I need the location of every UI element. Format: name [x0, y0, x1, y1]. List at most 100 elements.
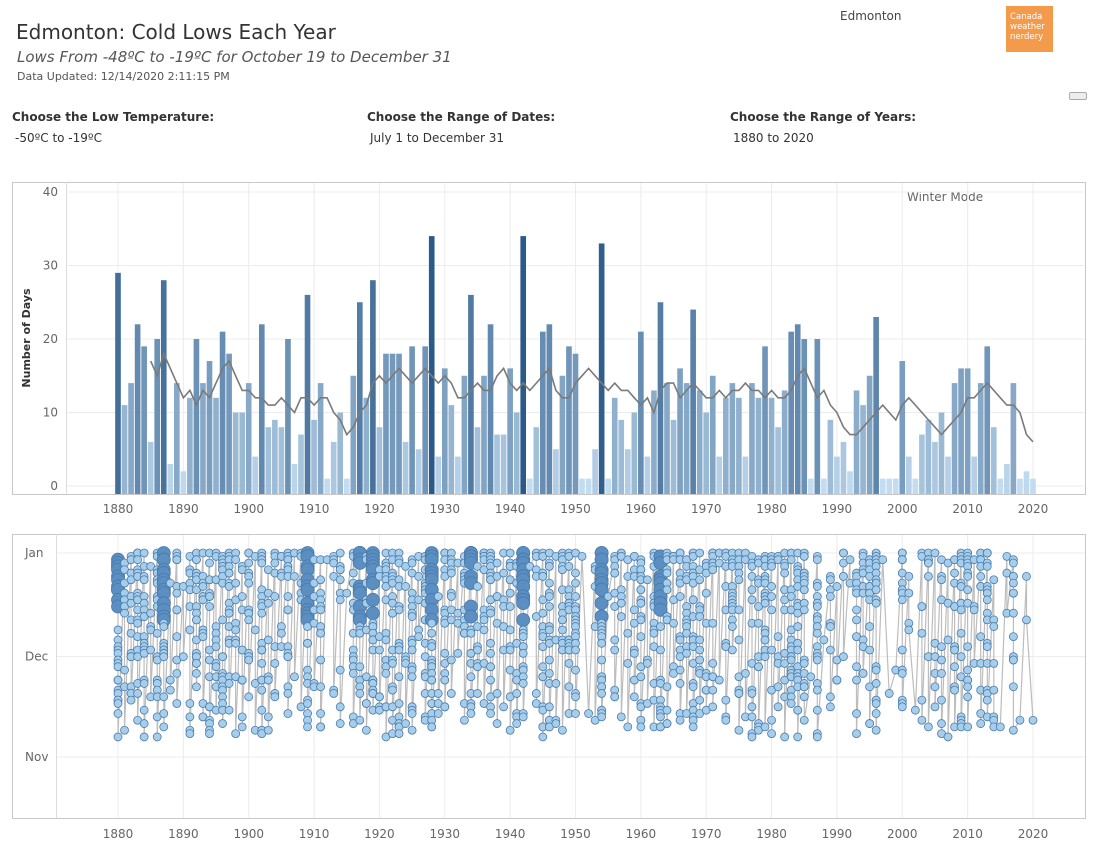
cold-low-point	[963, 722, 973, 732]
cold-low-point	[871, 598, 881, 608]
cold-low-point	[839, 572, 848, 581]
cold-low-point	[303, 638, 312, 648]
cold-low-point	[407, 725, 417, 735]
scatter-y-tick-label: Nov	[25, 750, 48, 764]
page-title: Edmonton: Cold Lows Each Year	[16, 20, 336, 44]
cold-low-point	[486, 709, 495, 718]
cold-low-point	[263, 725, 273, 735]
cold-low-point	[505, 602, 515, 611]
bar-year-1900	[245, 383, 252, 494]
cold-low-point	[727, 645, 737, 655]
cold-low-point	[597, 712, 607, 722]
cold-low-point	[172, 699, 182, 708]
cold-low-point	[459, 715, 469, 725]
cold-low-point	[335, 575, 345, 585]
cold-low-point	[917, 628, 927, 638]
cold-low-point	[263, 712, 273, 722]
cold-low-point	[473, 582, 482, 591]
cold-low-point	[597, 689, 607, 698]
cold-low-point	[825, 692, 835, 702]
menu-toggle-button[interactable]	[1069, 92, 1087, 100]
page-subtitle: Lows From -48ºC to -19ºC for October 19 …	[17, 48, 452, 66]
scatter-x-tick-label: 2000	[887, 827, 918, 841]
cold-low-point	[316, 722, 326, 732]
cold-low-point	[218, 652, 227, 662]
bar-x-tick-label: 1880	[103, 502, 134, 516]
cold-low-point	[192, 658, 201, 668]
cold-low-point	[812, 685, 822, 695]
cold-low-point	[695, 645, 705, 655]
filter-value[interactable]: July 1 to December 31	[370, 131, 505, 145]
bar-year-1950	[572, 353, 579, 494]
cold-low-point	[544, 592, 554, 601]
winter-mode-annotation[interactable]: Winter Mode	[907, 190, 983, 204]
bar-year-1981	[775, 427, 781, 494]
bar-year-2003	[919, 434, 925, 494]
cold-low-point	[904, 572, 914, 581]
cold-low-point	[257, 558, 267, 568]
cold-low-point	[767, 645, 776, 655]
cold-low-point	[185, 625, 195, 635]
cold-low-point	[518, 712, 528, 722]
cold-low-point	[505, 645, 515, 655]
bar-year-1991	[840, 441, 847, 494]
filter-date-range[interactable]: Choose the Range of Dates: July 1 to Dec…	[367, 110, 555, 145]
cold-low-point	[335, 548, 345, 558]
cold-low-point	[1022, 615, 1031, 625]
bar-year-1901	[252, 456, 259, 494]
canada-weather-nerdery-logo[interactable]: Canada weather nerdery	[1006, 6, 1053, 52]
cold-low-point	[616, 598, 626, 608]
cold-low-point	[211, 662, 221, 672]
cold-low-point	[747, 595, 757, 605]
cold-low-point	[930, 702, 940, 712]
bar-year-1931	[448, 405, 455, 494]
filter-value[interactable]: -50ºC to -19ºC	[15, 131, 102, 145]
cold-low-point	[564, 658, 574, 668]
cold-low-point	[505, 548, 515, 558]
filter-value[interactable]: 1880 to 2020	[733, 131, 814, 145]
cold-low-point	[316, 655, 326, 665]
cold-low-point	[832, 675, 842, 685]
bar-year-1970	[703, 412, 710, 494]
scatter-x-tick-label: 1910	[299, 827, 330, 841]
cold-low-point	[516, 596, 531, 611]
cold-low-point	[799, 682, 809, 692]
cold-low-point	[767, 582, 776, 591]
cold-low-point	[564, 561, 574, 571]
bar-year-1992	[847, 471, 853, 494]
cold-low-point	[708, 685, 718, 695]
cold-low-point	[499, 702, 509, 712]
cold-low-point	[394, 672, 404, 682]
cold-low-point	[283, 605, 293, 615]
cold-low-point	[365, 606, 380, 621]
bar-y-tick-label: 40	[43, 185, 58, 199]
filter-label: Choose the Low Temperature:	[12, 110, 215, 124]
cold-low-point	[192, 615, 201, 625]
bar-year-1952	[585, 478, 592, 494]
cold-low-point	[211, 642, 221, 652]
bar-year-2012	[977, 383, 984, 494]
bar-year-1884	[141, 346, 147, 494]
cold-low-point	[538, 662, 548, 672]
cold-low-point	[388, 685, 397, 695]
cold-low-point	[734, 605, 744, 615]
bar-year-1966	[677, 368, 683, 494]
bar-year-1924	[402, 441, 409, 494]
cold-low-point	[198, 582, 208, 591]
cold-low-point	[812, 555, 822, 565]
cold-low-point	[1008, 632, 1018, 642]
cold-low-point	[224, 705, 234, 715]
bar-year-1891	[187, 397, 193, 494]
cold-low-point	[205, 602, 214, 611]
filter-year-range[interactable]: Choose the Range of Years: 1880 to 2020	[730, 110, 916, 145]
bar-year-1892	[193, 339, 200, 494]
cold-low-point	[133, 618, 143, 628]
cold-low-point	[250, 625, 260, 635]
bar-year-1925	[409, 346, 415, 494]
bar-year-1957	[618, 419, 625, 494]
cold-low-point	[120, 725, 129, 735]
cold-low-point	[656, 622, 665, 631]
bar-year-1949	[566, 346, 572, 494]
cold-low-point	[695, 635, 705, 645]
filter-low-temperature[interactable]: Choose the Low Temperature: -50ºC to -19…	[12, 110, 214, 145]
